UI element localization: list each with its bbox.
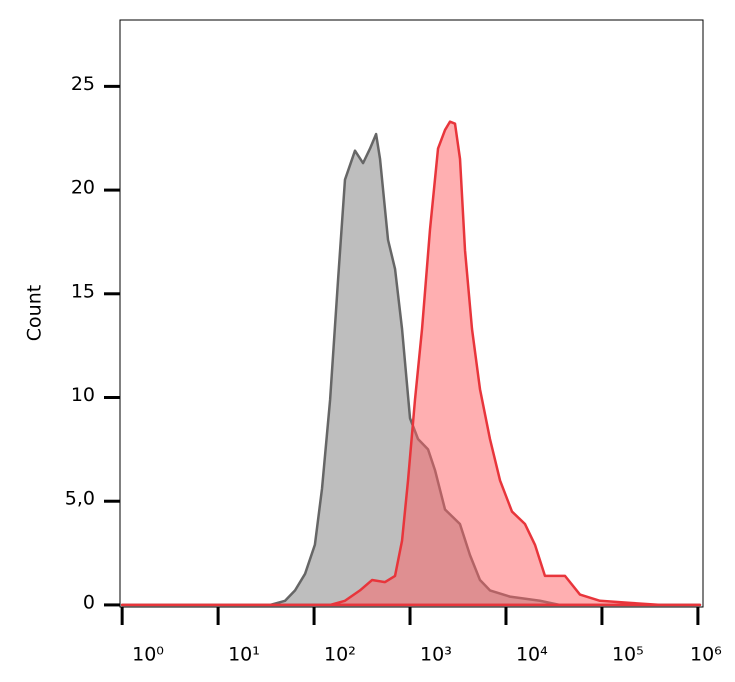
y-axis-label: Count bbox=[24, 285, 46, 341]
y-tick-label: 25 bbox=[71, 73, 95, 95]
y-tick-label: 20 bbox=[71, 177, 95, 199]
x-tick-label: 10² bbox=[324, 644, 356, 666]
x-tick-label: 10⁵ bbox=[612, 644, 644, 666]
y-tick-label: 15 bbox=[71, 280, 95, 302]
x-tick-label: 10⁴ bbox=[516, 644, 548, 666]
y-tick-label: 5,0 bbox=[65, 488, 95, 510]
x-tick-label: 10¹ bbox=[228, 644, 260, 666]
y-tick-label: 0 bbox=[83, 591, 95, 613]
x-tick-label: 10⁶ bbox=[690, 644, 722, 666]
x-tick-label: 10³ bbox=[420, 644, 452, 666]
histogram-area bbox=[120, 120, 702, 607]
y-tick-label: 10 bbox=[71, 384, 95, 406]
x-tick-label: 10⁰ bbox=[132, 644, 164, 666]
